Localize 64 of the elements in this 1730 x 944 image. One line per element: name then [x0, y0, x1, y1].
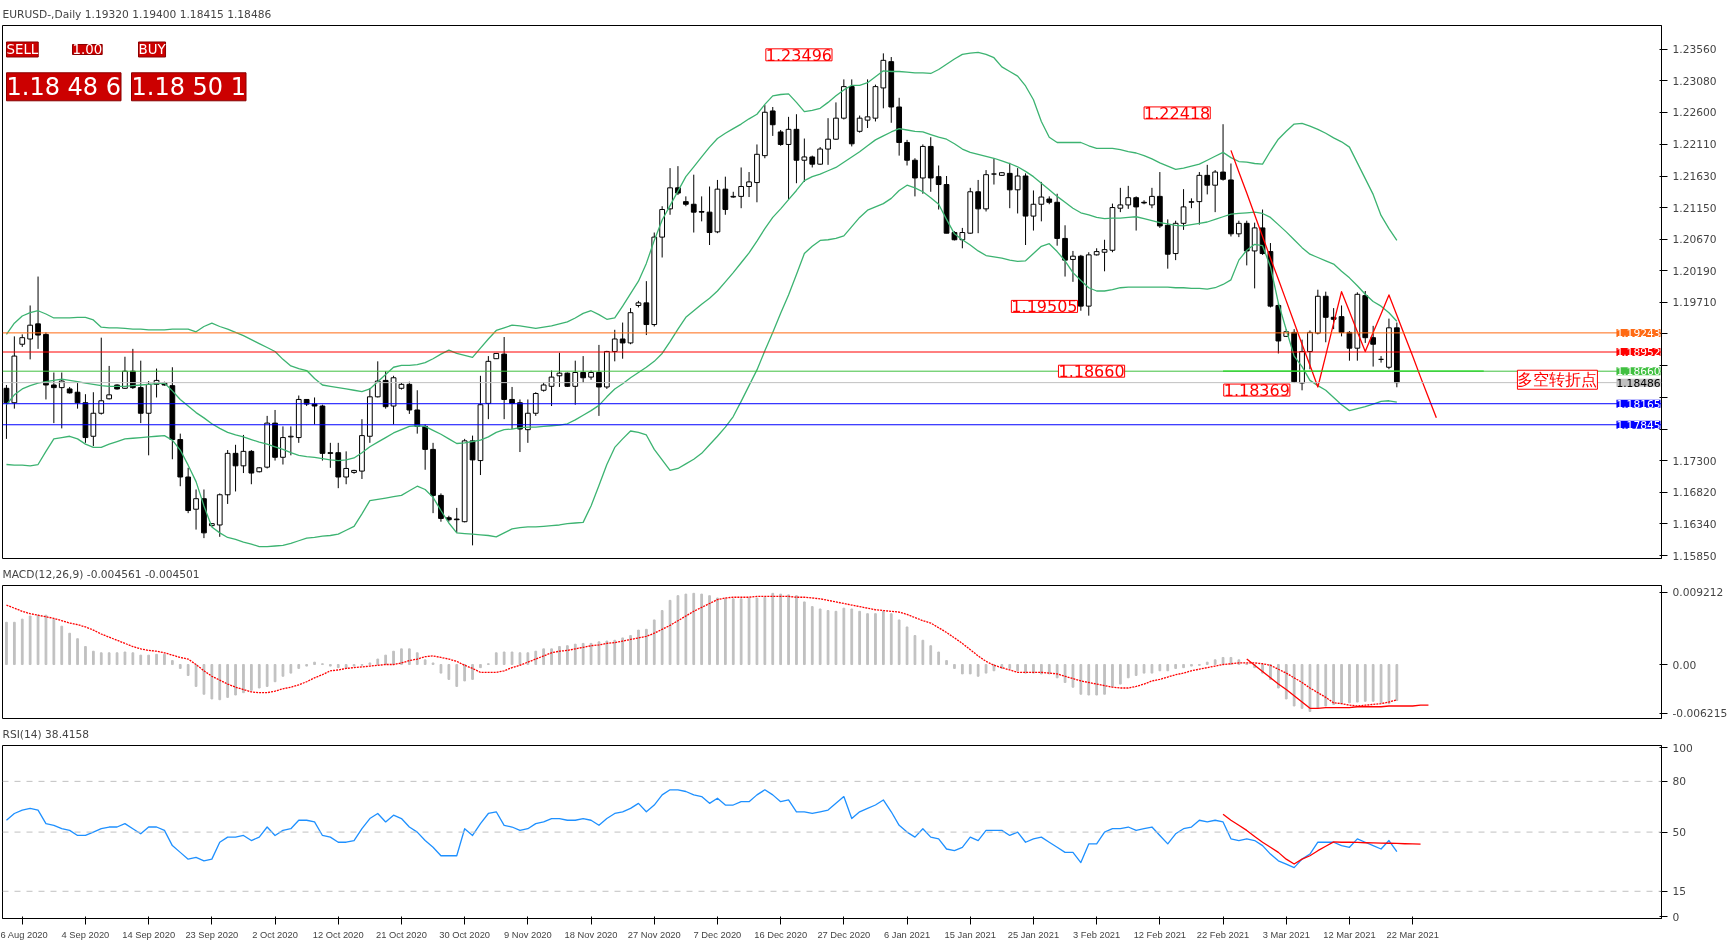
y-tick-label: 100 — [1672, 741, 1694, 755]
y-tick-label: 1.20670 — [1672, 233, 1717, 247]
annotation: 1.18 48 6 — [6, 72, 122, 101]
y-tick-label: 1.16820 — [1672, 486, 1717, 500]
x-tick-label: 12 Feb 2021 — [1133, 929, 1187, 940]
y-tick-label: 15 — [1672, 885, 1687, 899]
x-tick-label: 12 Mar 2021 — [1323, 929, 1376, 940]
x-tick-label: 12 Oct 2020 — [312, 929, 364, 940]
x-tick-label: 3 Mar 2021 — [1262, 929, 1310, 940]
y-tick-label: 1.17300 — [1672, 454, 1717, 468]
y-tick-label: 1.22600 — [1672, 106, 1717, 120]
annotation: 1.18369 — [1223, 381, 1290, 401]
y-tick-label: 1.23080 — [1672, 74, 1717, 88]
annotation: BUY — [138, 41, 167, 57]
annotation: 1.00 — [72, 42, 103, 58]
annotation: 多空转折点 — [1517, 370, 1598, 390]
x-tick-label: 6 Jan 2021 — [883, 929, 931, 940]
ref-line-label: 1.18486 — [1616, 376, 1661, 390]
x-tick-label: 23 Sep 2020 — [185, 929, 239, 940]
y-tick-label: 80 — [1672, 775, 1687, 789]
x-tick-label: 30 Oct 2020 — [439, 929, 491, 940]
y-tick-label: 1.19710 — [1672, 296, 1717, 310]
x-tick-label: 27 Nov 2020 — [627, 929, 681, 940]
annotation: 1.22418 — [1144, 103, 1211, 123]
ref-line-label: 1.17845 — [1616, 418, 1661, 432]
annotation: 1.23496 — [765, 45, 833, 65]
y-tick-label: 1.21150 — [1672, 201, 1717, 215]
x-tick-label: 22 Feb 2021 — [1196, 929, 1250, 940]
y-tick-label: 0.00 — [1672, 658, 1697, 672]
x-tick-label: 9 Nov 2020 — [503, 929, 552, 940]
annotation: 1.18 50 1 — [131, 72, 247, 101]
x-tick-label: 4 Sep 2020 — [61, 929, 110, 940]
x-tick-label: 18 Nov 2020 — [564, 929, 618, 940]
ref-line-label: 1.19243 — [1616, 326, 1661, 340]
x-tick-label: 15 Jan 2021 — [944, 929, 996, 940]
x-tick-label: 14 Sep 2020 — [122, 929, 176, 940]
ref-line-label: 1.18660 — [1616, 365, 1661, 379]
x-tick-label: 27 Dec 2020 — [817, 929, 871, 940]
y-tick-label: 50 — [1672, 826, 1687, 840]
y-tick-label: 1.16340 — [1672, 517, 1717, 531]
annotation: 1.18660 — [1058, 362, 1125, 382]
x-tick-label: 6 Aug 2020 — [0, 929, 48, 940]
annotation: SELL — [6, 41, 39, 57]
y-tick-label: 1.21630 — [1672, 170, 1717, 183]
y-tick-label: 1.20190 — [1672, 264, 1717, 278]
y-tick-label: -0.006215 — [1672, 707, 1728, 721]
x-tick-label: 3 Feb 2021 — [1073, 929, 1121, 940]
y-tick-label: 1.15850 — [1672, 549, 1717, 563]
y-tick-label: 0 — [1672, 910, 1680, 924]
x-tick-label: 7 Dec 2020 — [693, 929, 742, 940]
x-tick-label: 22 Mar 2021 — [1386, 929, 1439, 940]
ref-line-label: 1.18165 — [1616, 397, 1661, 411]
ref-line-label: 1.18952 — [1616, 346, 1661, 359]
x-tick-label: 16 Dec 2020 — [754, 929, 808, 940]
chart-title: MACD(12,26,9) -0.004561 -0.004501 — [2, 567, 200, 581]
x-tick-label: 25 Jan 2021 — [1007, 929, 1060, 940]
y-tick-label: 1.23560 — [1672, 43, 1717, 57]
y-tick-label: 1.22110 — [1672, 138, 1717, 152]
annotation: 1.19505 — [1011, 297, 1078, 317]
x-tick-label: 21 Oct 2020 — [376, 929, 427, 940]
chart-title: EURUSD-,Daily 1.19320 1.19400 1.18415 1.18486 — [2, 7, 272, 21]
x-tick-label: 2 Oct 2020 — [252, 929, 298, 940]
y-tick-label: 0.009212 — [1672, 586, 1724, 600]
chart-title: RSI(14) 38.4158 — [2, 727, 90, 741]
